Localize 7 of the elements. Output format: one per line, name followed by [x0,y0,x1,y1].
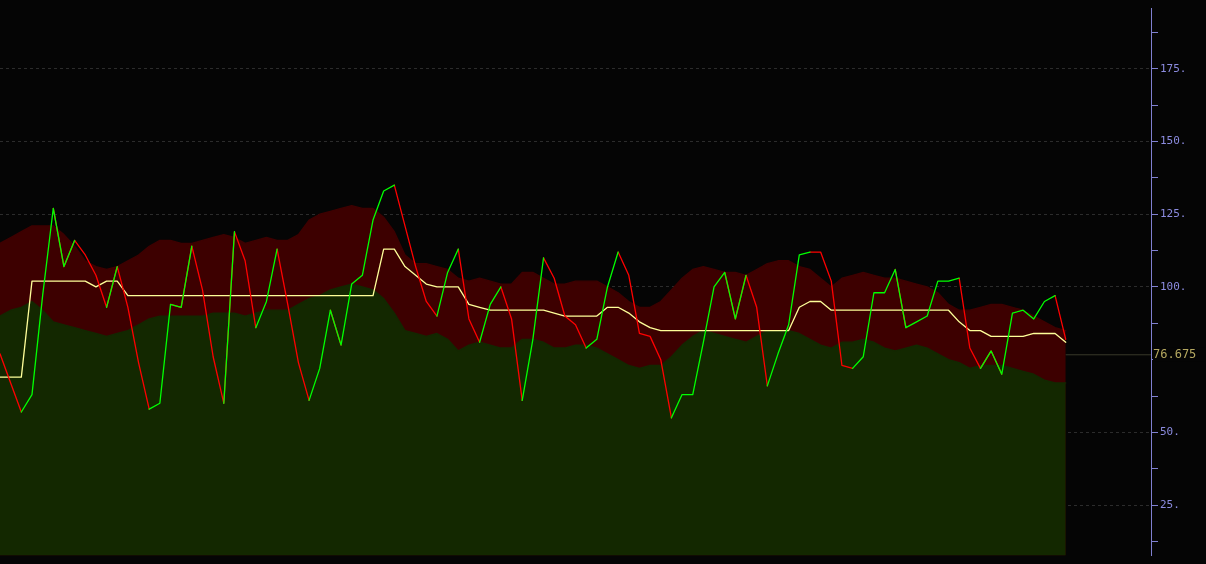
y-tick-label: 100. [1160,279,1187,293]
y-tick-label: 150. [1160,134,1187,148]
y-tick-label: 25. [1160,497,1180,511]
ref-line-label: 76.675 [1153,346,1197,361]
y-tick-label: 175. [1160,61,1187,75]
y-tick-label: 125. [1160,207,1187,221]
y-tick-label: 50. [1160,425,1180,439]
